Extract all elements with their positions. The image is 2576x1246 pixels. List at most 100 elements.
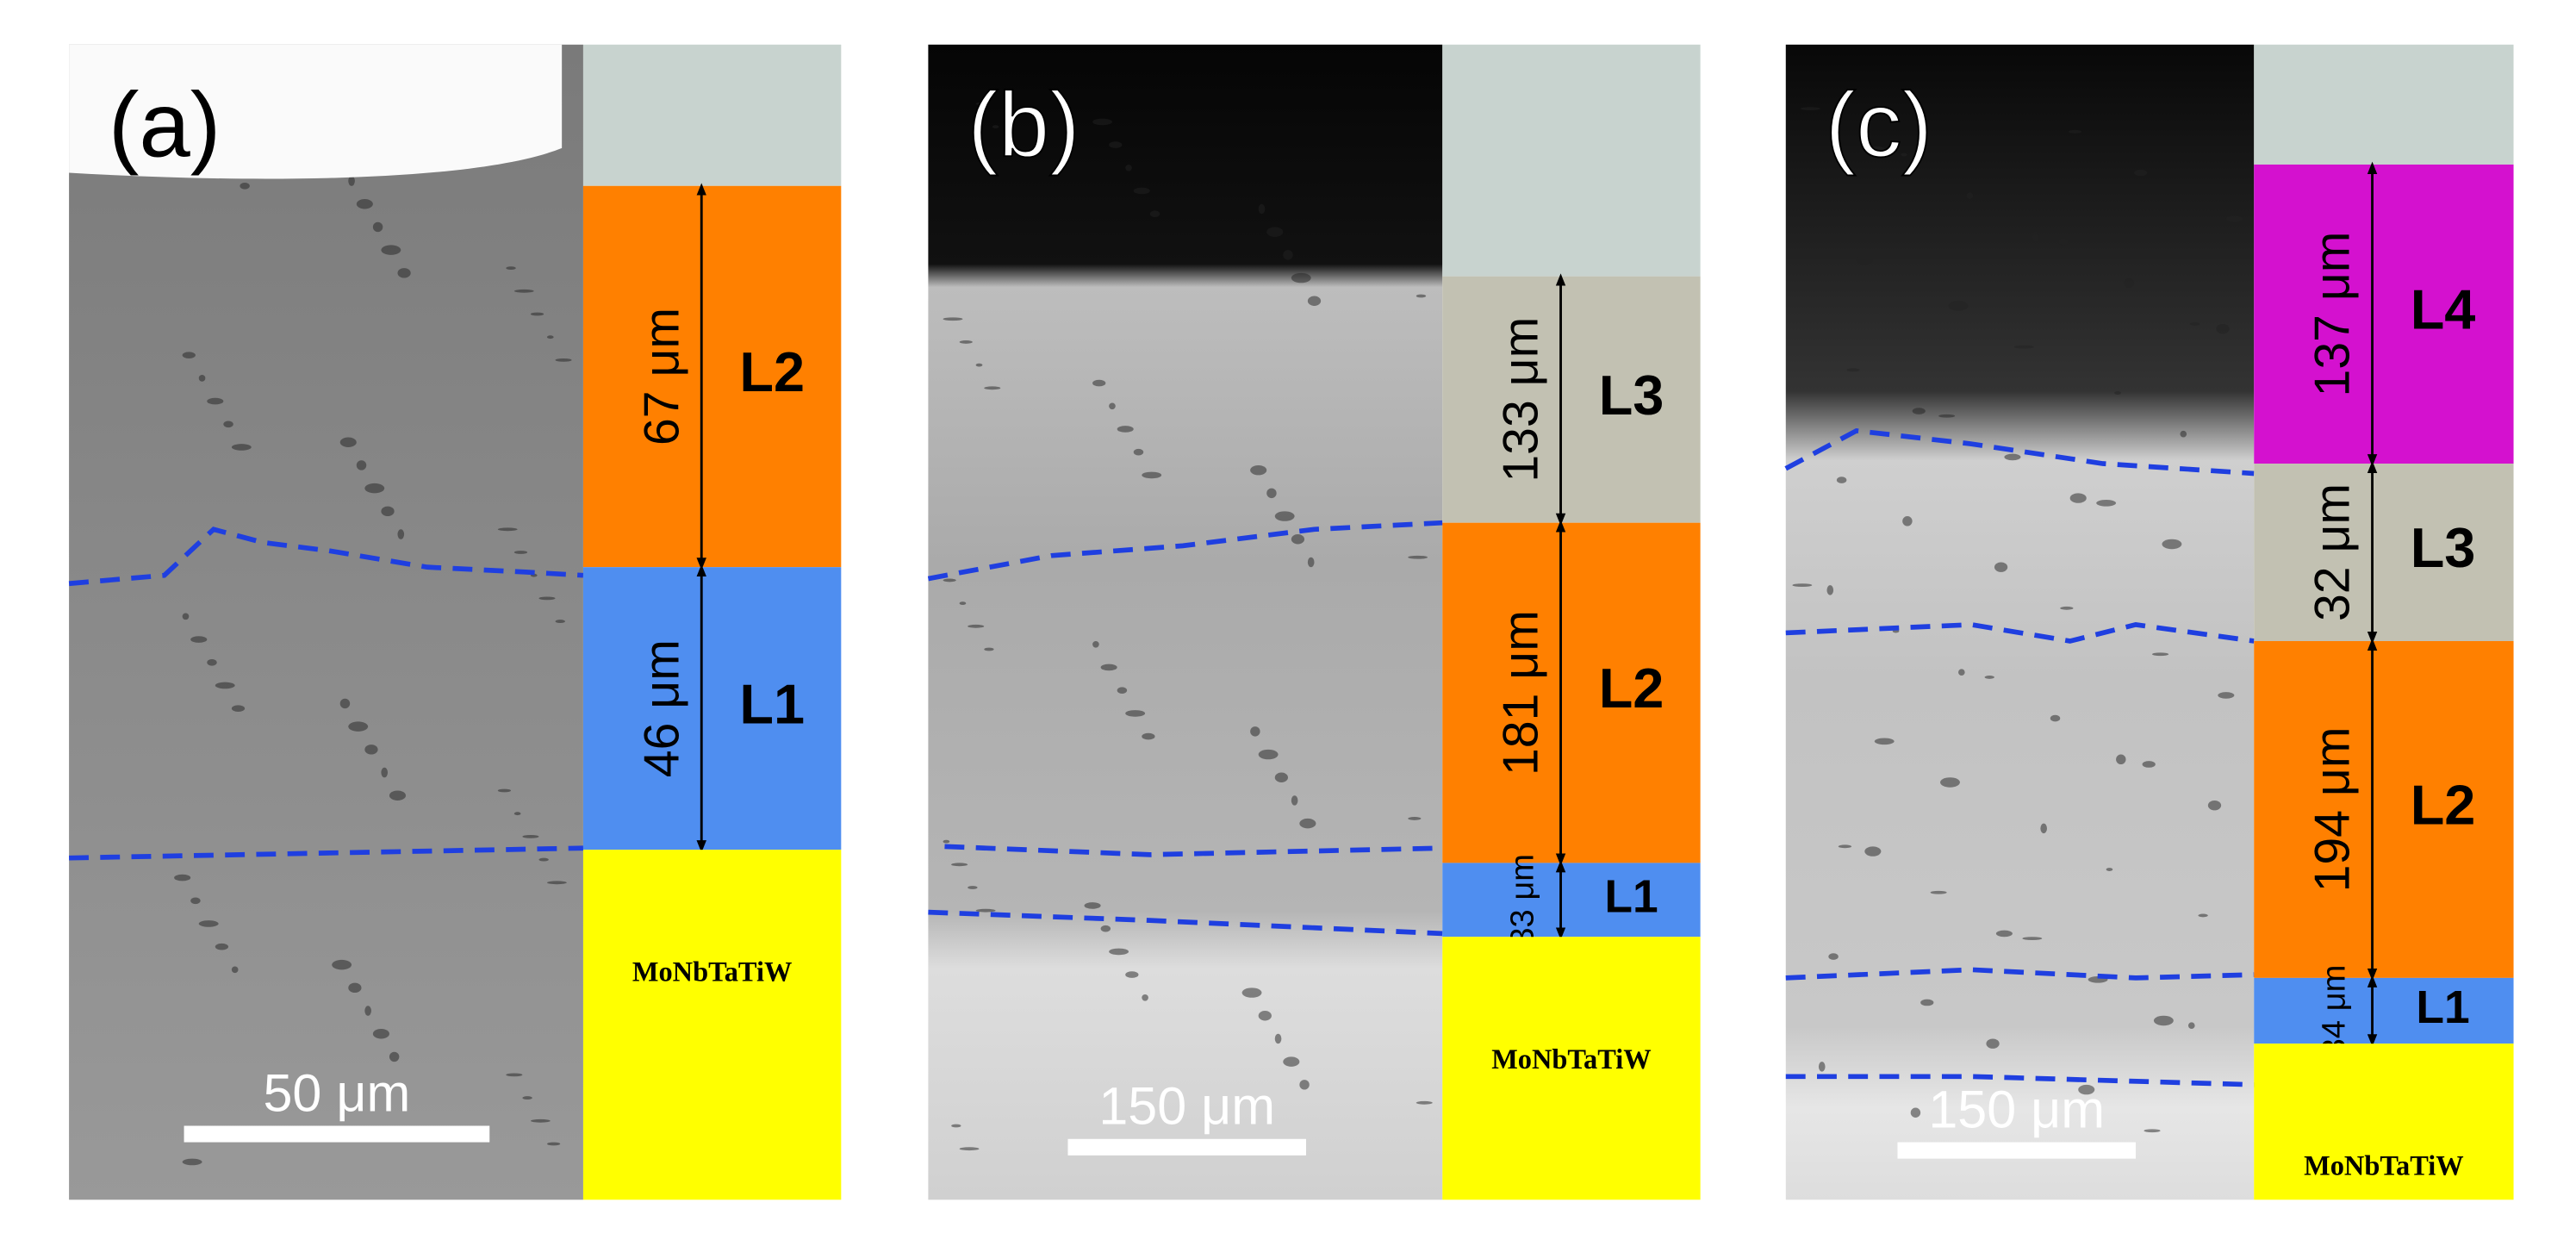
pore — [2060, 606, 2074, 610]
pore — [364, 483, 385, 494]
pore — [381, 767, 389, 778]
pore — [2124, 277, 2135, 288]
pore — [975, 363, 983, 367]
pore — [1856, 254, 1873, 265]
pore — [555, 358, 572, 362]
layer — [1442, 863, 1701, 938]
pore — [1930, 890, 1947, 894]
pore — [389, 1051, 400, 1062]
pore — [530, 312, 544, 316]
pore — [975, 908, 996, 913]
interface-line — [1784, 427, 2255, 477]
pore — [1307, 296, 1322, 306]
pore — [1241, 987, 1262, 998]
pore — [339, 698, 351, 709]
pore — [1117, 687, 1128, 694]
pore — [1283, 1056, 1300, 1067]
layer — [2254, 464, 2514, 641]
pore — [2068, 129, 2082, 134]
layer-name: L3 — [2411, 516, 2476, 579]
interface-line — [1785, 967, 2255, 981]
pore — [364, 1006, 371, 1016]
scale-bar-label: 150 μm — [1928, 1080, 2105, 1138]
pore — [1836, 477, 1847, 483]
interface-line — [1785, 621, 2255, 644]
pore — [198, 920, 219, 927]
interface-line — [69, 845, 583, 861]
scale-bar-label: 50 μm — [264, 1063, 411, 1122]
pore — [1291, 272, 1311, 283]
atmosphere — [1442, 44, 1701, 277]
pore — [1864, 846, 1882, 857]
layer-name: L4 — [2411, 278, 2476, 341]
scale-bar — [184, 1125, 490, 1143]
layer-name: L2 — [2411, 774, 2476, 837]
pore — [538, 596, 556, 601]
pore — [530, 1118, 551, 1123]
pore — [1874, 738, 1895, 745]
pore — [2114, 391, 2121, 395]
pore — [1966, 192, 1974, 200]
substrate — [2254, 1044, 2514, 1200]
pore — [372, 1029, 389, 1039]
pore — [951, 863, 968, 867]
pore — [513, 551, 528, 554]
pore — [1266, 227, 1284, 237]
pore — [1274, 1033, 1282, 1044]
pore — [2144, 1129, 2161, 1133]
scale-bar-label: 150 μm — [1098, 1077, 1275, 1136]
pore — [506, 266, 516, 271]
pore — [397, 529, 405, 539]
pore — [1299, 818, 1316, 829]
pore — [2058, 238, 2069, 246]
pore — [1283, 250, 1293, 260]
pore — [1938, 414, 1956, 418]
micrograph — [69, 44, 583, 1200]
interface-line — [944, 844, 1443, 857]
layer — [582, 185, 842, 568]
pore — [1826, 585, 1834, 595]
pore — [1142, 732, 1155, 740]
pore — [2032, 232, 2039, 242]
pore — [2162, 539, 2182, 550]
pore — [1266, 488, 1277, 499]
pore — [2207, 800, 2222, 811]
pore — [984, 386, 1001, 390]
panel-label: (a) — [109, 72, 221, 176]
coating-edge — [69, 44, 563, 179]
pore — [1408, 555, 1428, 559]
pore — [1408, 817, 1422, 820]
layer-name: L1 — [1604, 871, 1658, 922]
pore — [1307, 557, 1315, 568]
layer-thickness: 133 μm — [1494, 317, 1549, 483]
pore — [2096, 499, 2117, 507]
pore — [381, 245, 401, 255]
substrate-label: MoNbTaTiW — [1491, 1044, 1652, 1075]
pore — [190, 636, 208, 643]
pore — [975, 102, 989, 106]
layer — [1442, 522, 1701, 863]
pore — [223, 421, 233, 428]
pore — [1299, 1080, 1310, 1090]
pore — [1910, 1107, 1921, 1118]
layer — [582, 567, 842, 850]
pore — [397, 268, 411, 278]
pore — [2050, 714, 2061, 722]
pore — [2040, 823, 2047, 834]
pore — [546, 1142, 561, 1146]
substrate — [1442, 937, 1701, 1200]
layer-thickness: 181 μm — [1494, 610, 1549, 776]
layer — [1442, 276, 1701, 523]
pore — [1846, 368, 1860, 372]
pore — [2142, 761, 2156, 768]
pore — [2153, 1015, 2174, 1026]
pore — [1125, 710, 1146, 717]
pore — [2218, 692, 2235, 699]
pore — [951, 1124, 961, 1128]
pore — [1912, 408, 1926, 414]
pore — [992, 125, 999, 129]
pore — [1416, 294, 1427, 298]
pore — [215, 943, 229, 950]
pore — [506, 1073, 523, 1077]
scale-bar — [1897, 1142, 2136, 1159]
